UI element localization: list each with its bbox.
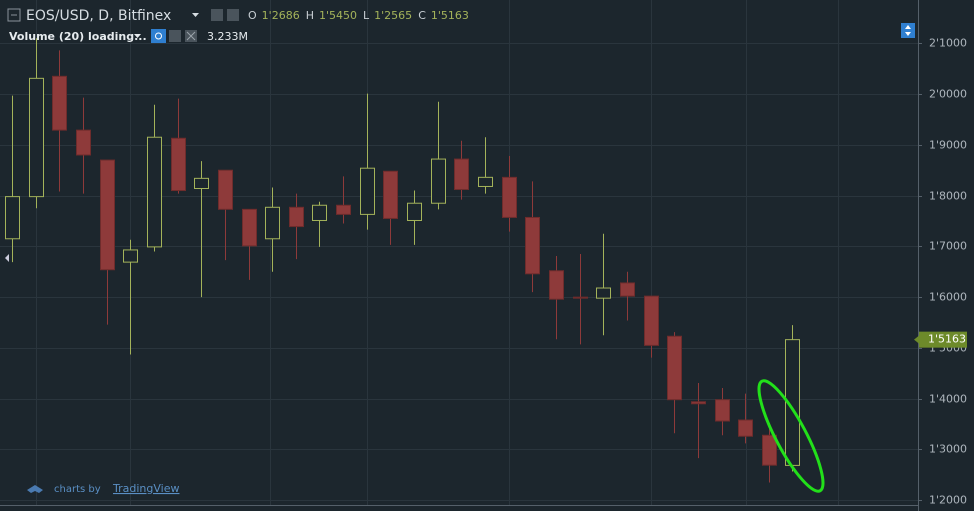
candle-body [738, 419, 753, 437]
candle-body [762, 434, 777, 466]
collapse-icon[interactable] [7, 8, 21, 22]
credit: charts by [54, 484, 101, 495]
y-tick-label: 2'0000 [929, 88, 967, 101]
scale-button[interactable] [901, 23, 915, 38]
candle-body [549, 270, 564, 300]
candle-body [5, 196, 20, 240]
volume-value: 3.233M [207, 30, 248, 43]
candle-body [265, 206, 280, 240]
candle-body [407, 202, 422, 221]
candle-body [478, 176, 493, 187]
candle-body [312, 204, 327, 221]
candle-body [644, 295, 659, 346]
ohlc-legend: O 1'2686 H 1'5450 L 1'2565 C 1'5163 [248, 9, 469, 22]
candle-layer [5, 38, 800, 483]
y-tick-label: 1'2000 [929, 494, 967, 507]
tradingview-logo [27, 485, 43, 493]
candle-body [573, 296, 588, 299]
ohlc-value: 1'2686 [262, 9, 300, 22]
y-tick-label: 1'9000 [929, 139, 967, 152]
settings-icon[interactable] [211, 9, 223, 21]
candle-body [52, 75, 67, 131]
candle-body [502, 176, 517, 218]
candle-body [525, 216, 540, 275]
candle-body [667, 335, 682, 401]
candle-body [194, 177, 209, 190]
y-tick-label: 2'1000 [929, 37, 967, 50]
candle-body [454, 158, 469, 191]
settings-icon[interactable] [227, 9, 239, 21]
ohlc-value: 1'5450 [319, 9, 357, 22]
ohlc-value: 1'2565 [374, 9, 412, 22]
credit-brand[interactable]: TradingView [112, 482, 179, 495]
volume-title: Volume (20) loading... [9, 30, 147, 43]
candle-body [171, 137, 186, 192]
y-tick-label: 1'3000 [929, 443, 967, 456]
ohlc-name: O [248, 9, 257, 22]
candle-body [29, 77, 44, 198]
y-tick-label: 1'6000 [929, 291, 967, 304]
scroll-arrow[interactable] [5, 254, 9, 262]
candle-body [289, 206, 304, 228]
candle-body [383, 170, 398, 219]
candle-body [100, 159, 115, 271]
title-dropdown[interactable] [192, 13, 199, 17]
time-grid [36, 0, 839, 505]
scale-button-icon [905, 25, 911, 36]
grid-layer [0, 43, 918, 501]
candle-body [76, 129, 91, 156]
candle-body [596, 287, 611, 299]
close-icon-x [186, 31, 196, 41]
axis-layer: 1'20001'30001'40001'50001'60001'70001'80… [914, 37, 967, 507]
chart-title: EOS/USD, D, Bitfinex [26, 8, 171, 24]
ohlc-value: 1'5163 [431, 9, 469, 22]
volume-dropdown[interactable] [134, 34, 141, 38]
eye-icon[interactable] [151, 29, 166, 43]
ohlc-name: L [363, 9, 370, 22]
candle-body [715, 399, 730, 422]
last-price-label: 1'5163 [928, 333, 966, 346]
candle-body [147, 136, 162, 248]
annotation-ellipse [757, 379, 825, 493]
candle-body [360, 167, 375, 215]
ohlc-name: H [306, 9, 314, 22]
candle-body [336, 204, 351, 215]
last-price-tag [919, 331, 967, 348]
y-tick-label: 1'7000 [929, 240, 967, 253]
ohlc-name: C [418, 9, 426, 22]
candle-body [242, 208, 257, 247]
candle-body [620, 282, 635, 297]
candle-body [123, 249, 138, 263]
y-tick-label: 1'8000 [929, 190, 967, 203]
candle-body [431, 158, 446, 204]
candle-body [218, 169, 233, 210]
candle-body [691, 401, 706, 405]
last-price-pointer [914, 335, 919, 344]
y-tick-label: 1'4000 [929, 393, 967, 406]
settings-icon[interactable] [169, 30, 181, 42]
eye-icon-shape [155, 32, 162, 40]
